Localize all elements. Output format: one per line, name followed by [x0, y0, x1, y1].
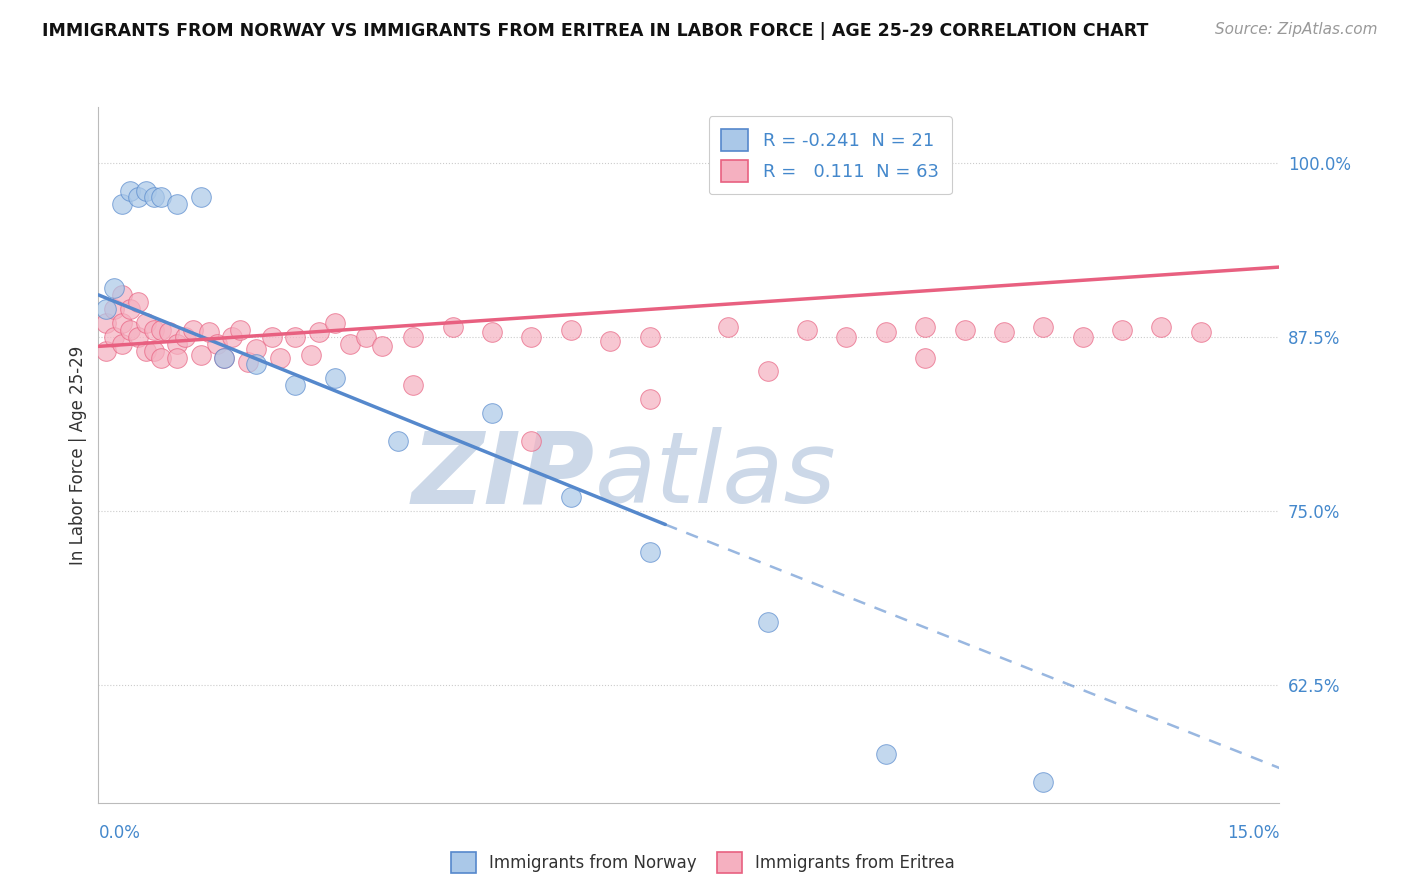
Point — [284, 378, 307, 392]
Point — [103, 301, 125, 316]
Point — [118, 301, 141, 316]
Point — [1071, 329, 1094, 343]
Text: Source: ZipAtlas.com: Source: ZipAtlas.com — [1215, 22, 1378, 37]
Point — [111, 197, 134, 211]
Point — [1150, 319, 1173, 334]
Point — [914, 319, 936, 334]
Point — [236, 354, 259, 368]
Point — [142, 190, 165, 204]
Text: IMMIGRANTS FROM NORWAY VS IMMIGRANTS FROM ERITREA IN LABOR FORCE | AGE 25-29 COR: IMMIGRANTS FROM NORWAY VS IMMIGRANTS FRO… — [42, 22, 1149, 40]
Point — [135, 316, 157, 330]
Point — [441, 319, 464, 334]
Point — [150, 323, 173, 337]
Legend: R = -0.241  N = 21, R =   0.111  N = 63: R = -0.241 N = 21, R = 0.111 N = 63 — [709, 116, 952, 194]
Point — [953, 323, 976, 337]
Point — [599, 334, 621, 348]
Point — [299, 348, 322, 362]
Point — [127, 294, 149, 309]
Point — [127, 329, 149, 343]
Point — [221, 329, 243, 343]
Text: 15.0%: 15.0% — [1227, 823, 1279, 842]
Point — [993, 326, 1015, 340]
Point — [1189, 326, 1212, 340]
Point — [638, 329, 661, 343]
Point — [229, 323, 252, 337]
Point — [214, 351, 236, 365]
Point — [111, 288, 134, 302]
Point — [520, 434, 543, 448]
Point — [190, 190, 212, 204]
Point — [103, 329, 125, 343]
Legend: Immigrants from Norway, Immigrants from Eritrea: Immigrants from Norway, Immigrants from … — [444, 846, 962, 880]
Point — [796, 323, 818, 337]
Point — [103, 281, 125, 295]
Point — [560, 490, 582, 504]
Point — [142, 323, 165, 337]
Point — [371, 339, 394, 353]
Point — [150, 351, 173, 365]
Point — [323, 316, 346, 330]
Point — [135, 184, 157, 198]
Point — [402, 378, 425, 392]
Point — [481, 326, 503, 340]
Point — [1032, 319, 1054, 334]
Point — [1032, 775, 1054, 789]
Point — [96, 316, 118, 330]
Point — [190, 348, 212, 362]
Point — [150, 190, 173, 204]
Point — [142, 343, 165, 358]
Point — [354, 329, 377, 343]
Point — [520, 329, 543, 343]
Text: ZIP: ZIP — [412, 427, 595, 524]
Point — [638, 545, 661, 559]
Point — [323, 371, 346, 385]
Point — [835, 329, 858, 343]
Text: 0.0%: 0.0% — [98, 823, 141, 842]
Point — [387, 434, 409, 448]
Point — [127, 190, 149, 204]
Point — [756, 364, 779, 378]
Point — [284, 329, 307, 343]
Y-axis label: In Labor Force | Age 25-29: In Labor Force | Age 25-29 — [69, 345, 87, 565]
Point — [756, 615, 779, 629]
Point — [308, 326, 330, 340]
Point — [875, 747, 897, 761]
Point — [245, 342, 267, 356]
Point — [1111, 323, 1133, 337]
Point — [481, 406, 503, 420]
Point — [96, 343, 118, 358]
Point — [118, 184, 141, 198]
Point — [205, 336, 228, 351]
Point — [174, 329, 197, 343]
Point — [875, 326, 897, 340]
Point — [269, 351, 291, 365]
Point — [166, 351, 188, 365]
Point — [157, 326, 180, 340]
Point — [181, 323, 204, 337]
Point — [111, 336, 134, 351]
Point — [118, 323, 141, 337]
Point — [166, 197, 188, 211]
Point — [260, 329, 283, 343]
Point — [339, 336, 361, 351]
Point — [214, 351, 236, 365]
Point — [166, 336, 188, 351]
Point — [717, 319, 740, 334]
Point — [245, 358, 267, 372]
Text: atlas: atlas — [595, 427, 837, 524]
Point — [914, 351, 936, 365]
Point — [135, 343, 157, 358]
Point — [96, 301, 118, 316]
Point — [197, 326, 219, 340]
Point — [560, 323, 582, 337]
Point — [111, 316, 134, 330]
Point — [638, 392, 661, 407]
Point — [402, 329, 425, 343]
